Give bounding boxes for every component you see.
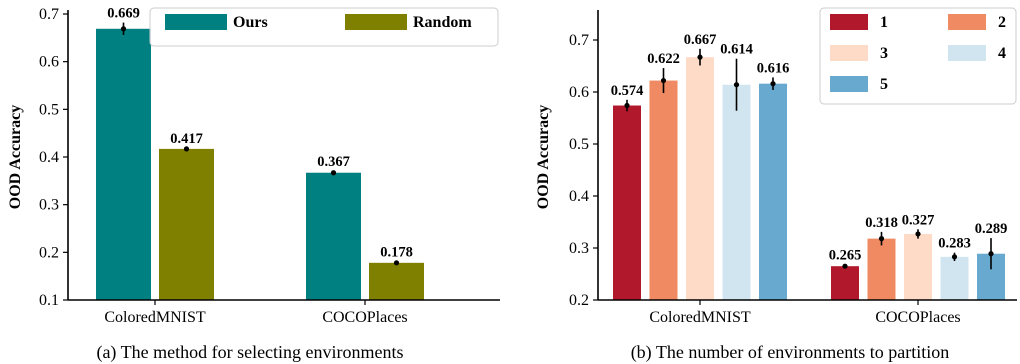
data-label: 0.367 bbox=[317, 154, 350, 170]
bar-2-cocoplaces bbox=[867, 238, 896, 300]
data-label: 0.417 bbox=[170, 131, 203, 147]
mean-marker bbox=[697, 54, 703, 60]
mean-marker bbox=[330, 170, 337, 176]
x-tick-label: ColoredMNIST bbox=[104, 309, 206, 326]
mean-marker bbox=[951, 254, 958, 260]
legend-swatch bbox=[948, 14, 986, 30]
bar-random-cocoplaces bbox=[369, 262, 424, 300]
mean-marker bbox=[770, 81, 776, 87]
legend-label: 1 bbox=[880, 14, 888, 31]
data-label: 0.614 bbox=[720, 42, 753, 58]
chart-a: 0.669 0.367 0.417 0.178 0.1 0.2 0.3 0.4 0.5 0.6 0.… bbox=[7, 6, 500, 363]
bar-3-coloredmnist bbox=[686, 57, 714, 300]
bar-5-coloredmnist bbox=[759, 83, 787, 301]
bar-ours-cocoplaces bbox=[306, 172, 361, 300]
mean-marker bbox=[878, 236, 885, 242]
legend-swatch bbox=[830, 14, 868, 30]
figure-caption: (b) The number of environments to partit… bbox=[631, 342, 950, 363]
mean-marker bbox=[120, 26, 127, 32]
data-label: 0.616 bbox=[757, 60, 790, 76]
mean-marker bbox=[624, 102, 630, 109]
y-tick-label: 0.6 bbox=[569, 84, 589, 101]
legend-swatch bbox=[830, 45, 868, 61]
mean-marker bbox=[915, 231, 921, 237]
mean-marker bbox=[660, 77, 667, 84]
y-tick-label: 0.1 bbox=[39, 292, 59, 309]
data-label: 0.669 bbox=[107, 6, 140, 22]
legend-frame bbox=[149, 7, 499, 47]
mean-marker bbox=[988, 251, 994, 257]
legend-label: 2 bbox=[998, 14, 1006, 31]
y-tick-label: 0.6 bbox=[39, 54, 59, 71]
y-tick-label: 0.5 bbox=[569, 136, 589, 153]
x-tick-label: COCOPlaces bbox=[322, 309, 407, 326]
bar-2-coloredmnist bbox=[649, 80, 678, 300]
y-axis-label: OOD Accuracy bbox=[535, 105, 552, 209]
bar-3-cocoplaces bbox=[904, 233, 932, 300]
mean-marker bbox=[733, 82, 740, 88]
bar-1-cocoplaces bbox=[831, 266, 859, 300]
x-tick-label: COCOPlaces bbox=[875, 309, 960, 326]
legend-label: Random bbox=[413, 14, 472, 31]
data-label: 0.667 bbox=[684, 32, 717, 48]
legend-swatch bbox=[165, 14, 227, 30]
bar-1-coloredmnist bbox=[613, 105, 641, 301]
data-label: 0.327 bbox=[902, 212, 935, 228]
mean-marker bbox=[842, 263, 848, 269]
legend-swatch bbox=[345, 14, 407, 30]
x-tick-label: ColoredMNIST bbox=[649, 309, 751, 326]
data-label: 0.574 bbox=[611, 83, 644, 99]
legend: 1 2 3 4 5 bbox=[819, 7, 1017, 105]
y-tick-label: 0.2 bbox=[39, 244, 59, 261]
bar-ours-coloredmnist bbox=[96, 28, 151, 300]
figure-caption: (a) The method for selecting environment… bbox=[96, 342, 403, 363]
data-label: 0.178 bbox=[380, 244, 413, 260]
bar-random-coloredmnist bbox=[159, 148, 214, 300]
data-label: 0.283 bbox=[938, 236, 971, 252]
y-tick-label: 0.4 bbox=[39, 149, 59, 166]
legend-frame bbox=[819, 7, 1017, 105]
y-tick-label: 0.4 bbox=[569, 188, 589, 205]
bar-4-coloredmnist bbox=[722, 84, 751, 300]
legend-label: 4 bbox=[998, 45, 1006, 62]
data-label: 0.318 bbox=[865, 215, 898, 231]
data-label: 0.289 bbox=[975, 221, 1008, 237]
legend-label: 3 bbox=[880, 45, 888, 62]
y-tick-label: 0.7 bbox=[569, 32, 589, 49]
chart-b: 0.5740.2650.6220.3180.6670.3270.6140.283… bbox=[535, 7, 1017, 363]
data-label: 0.622 bbox=[647, 51, 680, 67]
mean-marker bbox=[393, 260, 400, 266]
y-tick-label: 0.5 bbox=[39, 101, 59, 118]
y-axis-label: OOD Accuracy bbox=[7, 105, 24, 209]
legend: Ours Random bbox=[149, 7, 499, 47]
y-tick-label: 0.7 bbox=[39, 6, 59, 23]
y-tick-label: 0.3 bbox=[569, 240, 589, 257]
y-tick-label: 0.2 bbox=[569, 292, 589, 309]
legend-swatch bbox=[948, 45, 986, 61]
bar-4-cocoplaces bbox=[940, 256, 969, 300]
y-tick-label: 0.3 bbox=[39, 197, 59, 214]
legend-swatch bbox=[830, 76, 868, 92]
data-label: 0.265 bbox=[829, 248, 862, 264]
mean-marker bbox=[183, 146, 190, 152]
legend-label: 5 bbox=[880, 76, 888, 93]
legend-label: Ours bbox=[233, 14, 268, 31]
